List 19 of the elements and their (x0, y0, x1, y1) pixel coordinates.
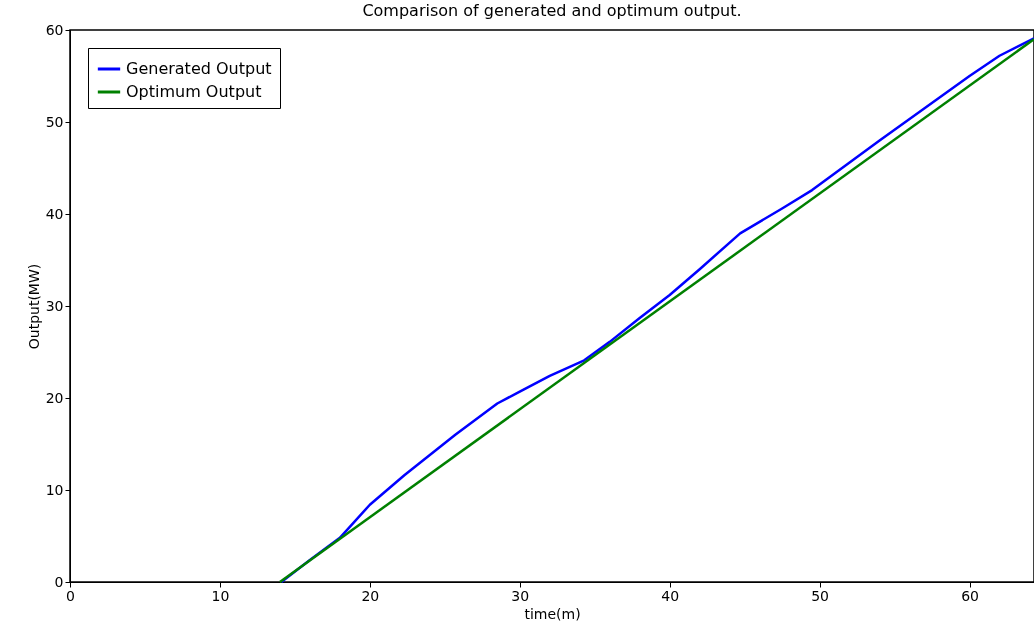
y-tick-label: 50 (45, 113, 64, 130)
x-tick-label: 0 (66, 587, 75, 604)
y-axis-title: Output(MW) (25, 263, 42, 350)
x-tick-label: 50 (811, 587, 830, 604)
x-tick-label: 40 (661, 587, 680, 604)
x-tick-label: 60 (961, 587, 979, 604)
y-tick-label: 10 (45, 481, 64, 498)
y-tick-label: 60 (45, 21, 64, 38)
y-tick-label: 40 (45, 205, 64, 222)
y-tick-label: 0 (54, 573, 64, 590)
legend-label: Generated Output (126, 59, 272, 78)
legend-label: Optimum Output (126, 82, 262, 101)
x-tick-label: 30 (511, 587, 530, 604)
x-axis-title: time(m) (524, 605, 581, 622)
y-tick-label: 30 (45, 297, 64, 314)
chart-title: Comparison of generated and optimum output. (362, 1, 742, 20)
y-tick-label: 20 (45, 389, 64, 406)
x-tick-label: 20 (361, 587, 380, 604)
x-tick-label: 10 (211, 587, 230, 604)
